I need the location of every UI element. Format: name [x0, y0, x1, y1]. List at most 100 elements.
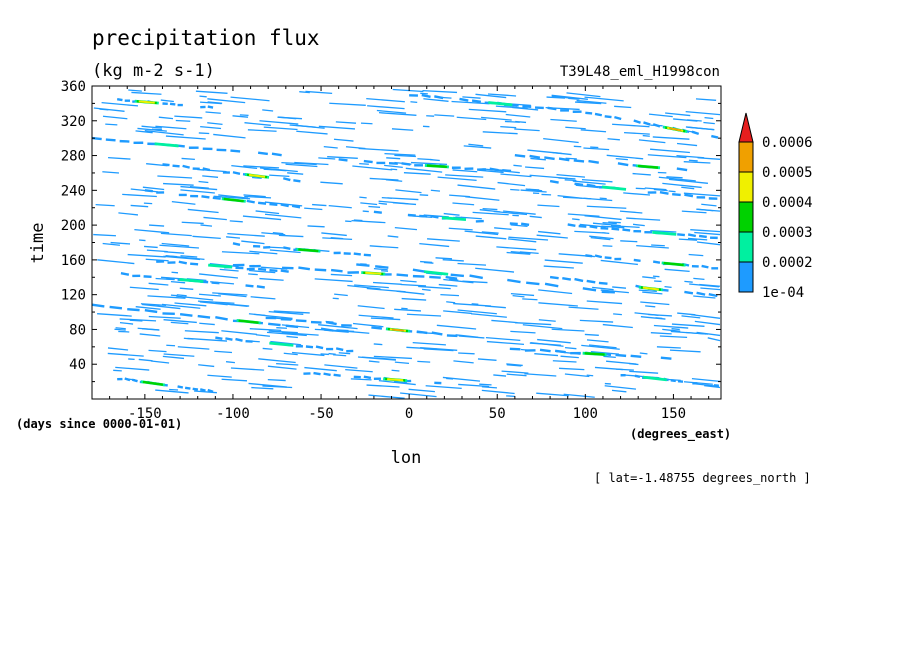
precip-streak — [644, 187, 667, 191]
precip-streak — [662, 182, 702, 189]
precip-streak — [255, 334, 270, 337]
precip-streak — [491, 319, 518, 324]
precip-streak — [420, 260, 433, 263]
precip-streak — [395, 189, 422, 194]
precip-streak — [506, 395, 515, 398]
precip-band — [269, 268, 278, 272]
precip-band — [127, 307, 140, 312]
precip-streak — [691, 377, 721, 383]
precip-streak — [443, 278, 474, 284]
precip-streak — [372, 281, 402, 285]
precip-streak — [267, 365, 297, 370]
precip-streak — [642, 134, 650, 137]
precip-band — [325, 320, 337, 326]
y-tick-label: 40 — [69, 357, 86, 373]
precip-streak — [538, 230, 561, 235]
precip-streak — [366, 97, 405, 103]
y-tick-label: 160 — [61, 253, 86, 269]
precip-streak — [482, 207, 498, 211]
precip-streak — [157, 175, 193, 179]
precip-streak — [487, 93, 517, 97]
precip-streak — [481, 386, 497, 389]
precip-streak — [584, 96, 624, 102]
precip-streak — [497, 181, 526, 187]
precip-band — [547, 106, 557, 111]
precip-streak — [368, 205, 381, 208]
precip-band — [643, 121, 651, 126]
precip-streak — [479, 383, 492, 386]
precip-band — [445, 275, 458, 280]
precip-streak — [421, 288, 431, 291]
precip-streak — [500, 125, 517, 129]
precip-streak — [551, 94, 589, 100]
precip-streak — [102, 115, 128, 120]
precip-streak — [367, 105, 405, 110]
precip-streak — [135, 130, 153, 134]
precip-band — [105, 138, 116, 142]
precip-streak — [427, 238, 460, 242]
precip-streak — [434, 114, 455, 117]
colorbar-label: 0.0002 — [762, 255, 813, 271]
precip-streak — [225, 361, 235, 364]
precip-streak — [590, 236, 611, 241]
precip-streak — [105, 123, 118, 126]
precip-streak — [457, 262, 487, 266]
precip-band — [622, 228, 631, 232]
precip-band — [520, 222, 530, 227]
precip-band — [431, 331, 443, 336]
x-tick-label: -100 — [216, 406, 250, 422]
precip-streak — [481, 389, 515, 395]
precip-streak — [333, 354, 347, 357]
precip-streak — [581, 178, 613, 183]
precip-streak — [262, 347, 273, 350]
precip-band — [356, 263, 370, 267]
precip-streak — [163, 319, 197, 324]
precip-core — [223, 197, 244, 203]
precip-streak — [564, 346, 577, 350]
precip-band — [670, 379, 676, 383]
precip-band — [401, 162, 411, 166]
precip-streak — [176, 294, 187, 297]
precip-streak — [115, 366, 150, 371]
precip-band — [585, 111, 593, 115]
precip-streak — [503, 210, 536, 215]
precip-streak — [612, 286, 627, 289]
precip-streak — [632, 223, 645, 227]
precip-streak — [230, 96, 270, 102]
precip-streak — [115, 327, 126, 330]
precip-band — [672, 192, 681, 197]
precip-streak — [612, 123, 650, 128]
precip-streak — [373, 343, 383, 346]
precip-streak — [265, 168, 276, 171]
precip-streak — [129, 286, 159, 291]
precip-streak — [446, 377, 454, 380]
precip-band — [225, 337, 233, 341]
precip-streak — [664, 268, 690, 272]
precip-streak — [159, 244, 199, 249]
precip-streak — [200, 125, 222, 130]
precip-streak — [162, 355, 185, 360]
precip-streak — [417, 158, 433, 161]
precip-streak — [391, 369, 400, 372]
precip-streak — [443, 212, 460, 216]
precip-streak — [163, 182, 194, 186]
precip-streak — [529, 174, 568, 180]
precip-streak — [150, 360, 170, 364]
precip-band — [371, 326, 383, 330]
precip-band — [549, 275, 559, 280]
precip-streak — [171, 271, 179, 274]
precip-streak — [536, 392, 569, 397]
precip-streak — [180, 185, 218, 191]
precip-streak — [250, 296, 276, 300]
precip-streak — [338, 352, 351, 355]
precip-streak — [437, 176, 477, 182]
precip-streak — [127, 253, 166, 258]
precip-streak — [199, 322, 215, 326]
precip-streak — [197, 300, 235, 304]
precip-core — [584, 352, 605, 356]
precip-streak — [194, 390, 217, 394]
precip-core — [663, 261, 684, 267]
precip-streak — [135, 306, 161, 310]
x-axis-label: lon — [391, 448, 422, 468]
precip-streak — [602, 323, 633, 329]
